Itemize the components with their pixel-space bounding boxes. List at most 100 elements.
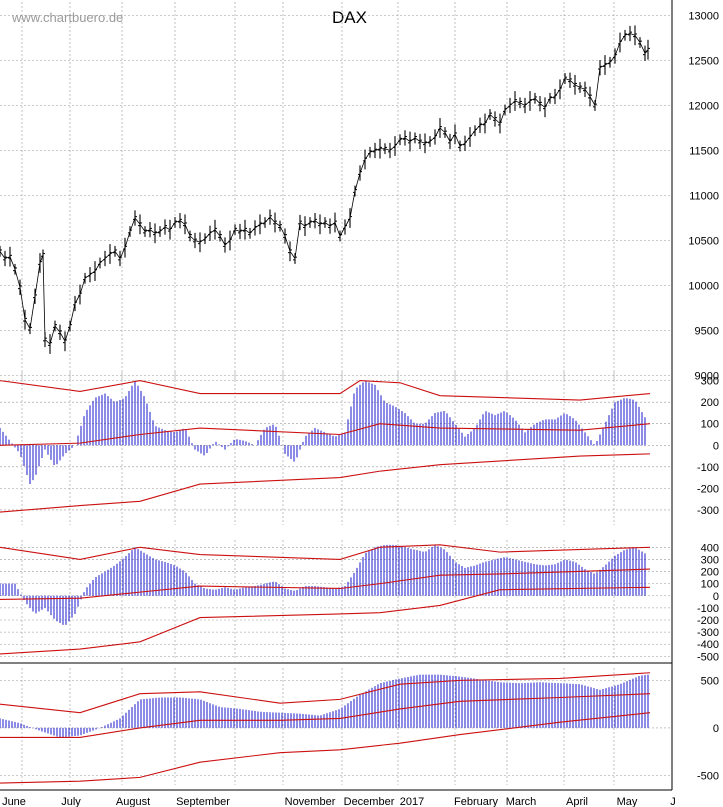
price-connector bbox=[134, 217, 141, 225]
price-connector bbox=[244, 229, 251, 234]
band-line-2 bbox=[0, 453, 651, 513]
price-connector bbox=[614, 42, 621, 57]
price-connector bbox=[264, 216, 271, 223]
price-connector bbox=[249, 227, 256, 234]
price-connector bbox=[519, 102, 526, 106]
y-tick-label: 10500 bbox=[688, 236, 719, 248]
chart-title: DAX bbox=[332, 8, 367, 27]
price-connector bbox=[189, 235, 196, 241]
y-tick-label: 0 bbox=[713, 723, 719, 735]
price-connector bbox=[209, 229, 216, 234]
price-connector bbox=[294, 222, 301, 259]
price-connector bbox=[24, 319, 31, 329]
price-connector bbox=[9, 256, 16, 270]
price-connector bbox=[219, 235, 226, 246]
price-connector bbox=[4, 256, 11, 259]
band-line-2 bbox=[0, 586, 651, 655]
price-connector bbox=[489, 114, 496, 120]
price-connector bbox=[99, 258, 106, 264]
x-tick-label: September bbox=[176, 796, 230, 807]
price-connector bbox=[494, 118, 501, 124]
watermark: www.chartbuero.de bbox=[11, 10, 123, 25]
price-connector bbox=[369, 150, 376, 153]
price-connector bbox=[564, 78, 571, 81]
price-connector bbox=[64, 325, 71, 342]
price-connector bbox=[389, 145, 396, 151]
y-tick-label: -500 bbox=[697, 651, 719, 663]
price-connector bbox=[574, 84, 581, 88]
price-connector bbox=[284, 235, 291, 252]
price-connector bbox=[634, 35, 641, 43]
price-connector bbox=[329, 222, 336, 227]
band-line-1 bbox=[0, 423, 651, 446]
y-tick-label: 400 bbox=[701, 542, 719, 554]
price-connector bbox=[524, 100, 531, 106]
price-connector bbox=[579, 87, 586, 90]
price-connector bbox=[269, 216, 276, 223]
y-tick-label: 100 bbox=[701, 419, 719, 431]
price-connector bbox=[194, 240, 201, 243]
price-connector bbox=[304, 222, 311, 227]
price-connector bbox=[444, 132, 451, 142]
price-connector bbox=[19, 287, 26, 320]
x-tick-label: March bbox=[506, 796, 537, 807]
y-tick-label: 500 bbox=[701, 675, 719, 687]
price-connector bbox=[594, 67, 601, 106]
price-connector bbox=[42, 254, 46, 340]
price-connector bbox=[89, 270, 96, 276]
y-tick-label: 300 bbox=[701, 554, 719, 566]
price-connector bbox=[359, 159, 366, 174]
price-connector bbox=[424, 141, 431, 144]
y-tick-label: -400 bbox=[697, 639, 719, 651]
price-connector bbox=[224, 240, 231, 246]
y-tick-label: 100 bbox=[701, 579, 719, 591]
price-connector bbox=[354, 172, 361, 192]
price-connector bbox=[204, 233, 211, 239]
price-connector bbox=[164, 226, 171, 231]
band-line-0 bbox=[0, 380, 651, 401]
price-connector bbox=[409, 137, 416, 142]
price-connector bbox=[154, 231, 161, 234]
price-connector bbox=[124, 231, 131, 248]
y-tick-label: -200 bbox=[697, 615, 719, 627]
price-connector bbox=[429, 136, 436, 142]
band-line-1 bbox=[0, 693, 651, 738]
price-connector bbox=[549, 96, 556, 99]
price-connector bbox=[624, 33, 631, 36]
price-connector bbox=[349, 190, 356, 219]
price-connector bbox=[79, 278, 86, 295]
band-line-0 bbox=[0, 544, 651, 560]
band-line-0 bbox=[0, 672, 651, 714]
price-connector bbox=[604, 61, 611, 66]
y-tick-label: -300 bbox=[697, 505, 719, 517]
x-tick-label: 2017 bbox=[400, 796, 424, 807]
price-connector bbox=[34, 262, 41, 297]
price-connector bbox=[254, 223, 261, 229]
price-connector bbox=[499, 109, 506, 124]
price-connector bbox=[179, 220, 186, 225]
price-connector bbox=[539, 103, 546, 108]
price-connector bbox=[599, 64, 606, 69]
price-connector bbox=[319, 222, 326, 225]
price-connector bbox=[569, 80, 576, 86]
price-connector bbox=[479, 123, 486, 126]
price-connector bbox=[214, 229, 221, 237]
x-tick-label: November bbox=[285, 796, 336, 807]
price-connector bbox=[289, 251, 296, 259]
y-tick-label: 10000 bbox=[688, 281, 719, 293]
y-tick-label: 11000 bbox=[689, 191, 719, 203]
price-connector bbox=[44, 339, 51, 345]
price-connector bbox=[29, 296, 36, 329]
y-tick-label: 0 bbox=[713, 591, 719, 603]
price-connector bbox=[334, 222, 341, 237]
price-connector bbox=[404, 137, 411, 142]
price-connector bbox=[309, 220, 316, 223]
price-connector bbox=[174, 220, 181, 223]
price-connector bbox=[514, 100, 521, 104]
y-tick-label: 9500 bbox=[695, 326, 719, 338]
y-tick-label: -300 bbox=[697, 627, 719, 639]
price-connector bbox=[49, 325, 56, 345]
price-connector bbox=[184, 224, 191, 237]
y-tick-label: 13000 bbox=[688, 11, 719, 23]
